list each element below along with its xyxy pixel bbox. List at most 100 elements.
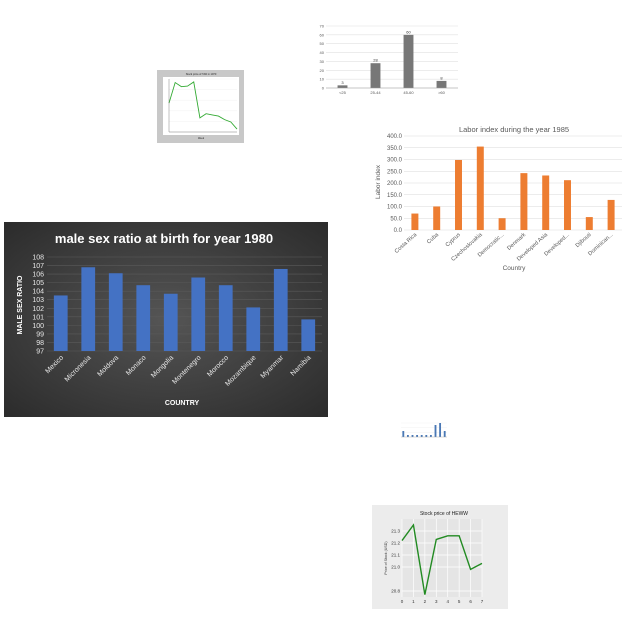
bar <box>246 307 261 351</box>
tiny-bar-chart <box>397 419 449 447</box>
x-tick-label: 7 <box>481 599 484 604</box>
plot-background <box>402 519 482 597</box>
bar <box>402 431 405 437</box>
y-axis-label: Labor index <box>375 164 382 199</box>
y-tick-label: 100 <box>32 323 44 330</box>
x-tick-label: 0 <box>401 599 404 604</box>
y-tick-label: 21.0 <box>391 565 400 570</box>
x-tick-label: 4 <box>446 599 449 604</box>
y-tick-label: 0 <box>322 86 325 91</box>
x-tick-label: 1 <box>412 599 415 604</box>
x-tick-label: 2 <box>424 599 427 604</box>
x-tick-label: Morocco <box>206 354 230 378</box>
data-label: 8 <box>440 75 443 80</box>
x-axis-label: Country <box>503 265 527 272</box>
x-axis-label: Week <box>198 137 205 140</box>
y-tick-label: 70 <box>320 24 325 29</box>
bar <box>411 213 419 230</box>
bar <box>411 435 414 437</box>
chart-title: male sex ratio at birth for year 1980 <box>55 231 273 246</box>
bar <box>136 285 151 351</box>
x-tick-label: Micronesia <box>64 354 93 383</box>
y-tick-label: 21.1 <box>391 553 400 558</box>
bar <box>429 435 432 437</box>
chart-title: Labor index during the year 1985 <box>459 125 569 134</box>
series-line <box>168 81 238 130</box>
x-tick-label: <25 <box>339 90 347 95</box>
y-tick-label: 21.2 <box>391 541 400 546</box>
male-sex-ratio-bar-chart-svg: male sex ratio at birth for year 1980 97 9… <box>17 231 322 407</box>
y-tick-label: 97 <box>36 349 44 356</box>
x-tick-label: 3 <box>435 599 438 604</box>
bar <box>416 435 419 437</box>
x-tick-label: Denmark <box>506 232 527 252</box>
y-tick-label: 40 <box>320 50 325 55</box>
bar <box>564 180 571 230</box>
bar <box>337 85 348 88</box>
x-axis-label: COUNTRY <box>165 400 200 407</box>
x-tick-label: 6 <box>469 599 472 604</box>
x-tick-label: Myanmar <box>260 354 286 380</box>
bar <box>498 218 506 230</box>
y-tick-label: 103 <box>32 297 44 304</box>
age-group-bar-chart: 0 10 20 30 40 50 60 70 3 <25 28 25-44 60 45-60 8 >60 <box>312 22 464 100</box>
x-tick-label: >60 <box>438 90 446 95</box>
y-tick-label: 30 <box>320 59 325 64</box>
y-tick-label: 101 <box>32 314 44 321</box>
y-tick-label: 108 <box>32 255 44 262</box>
bar <box>273 268 288 351</box>
bar <box>476 146 484 230</box>
stock-small-line-chart-svg: Stock price of TAD in 1970 Week <box>163 72 239 140</box>
y-tick-label: 20.8 <box>391 589 400 594</box>
labor-index-bar-chart-svg: Labor index during the year 1985 0.0 50.0 1… <box>375 125 622 272</box>
bar <box>108 273 123 351</box>
y-axis-label: Price of Stock (USD) <box>384 541 388 574</box>
bar <box>191 277 206 351</box>
y-tick-label: 250.0 <box>387 169 403 175</box>
bar <box>425 435 428 437</box>
y-tick-label: 21.3 <box>391 529 400 534</box>
age-group-bar-chart-svg: 0 10 20 30 40 50 60 70 3 <25 28 25-44 60 45-60 8 >60 <box>320 24 458 95</box>
bar <box>439 423 442 437</box>
y-tick-label: 60 <box>320 32 325 37</box>
bar <box>301 319 316 351</box>
x-tick-label: Monaco <box>125 354 148 377</box>
data-label: 28 <box>373 58 378 63</box>
series-line <box>401 523 483 595</box>
x-tick-label: 45-60 <box>403 90 414 95</box>
bar <box>81 267 96 351</box>
x-tick-label: 5 <box>458 599 461 604</box>
stock-heww-line-chart-svg: Stock price of HEWW 20.8 21.0 21.1 21.2 21.3 0… <box>384 511 484 604</box>
bar <box>443 431 446 437</box>
stock-heww-line-chart: Stock price of HEWW 20.8 21.0 21.1 21.2 21.3 0… <box>372 505 508 609</box>
bar <box>370 63 381 88</box>
y-tick-label: 107 <box>32 263 44 270</box>
y-tick-label: 150.0 <box>387 193 403 199</box>
bar <box>434 425 437 437</box>
bar <box>455 159 462 230</box>
bar <box>585 217 593 230</box>
y-tick-label: 10 <box>320 77 325 82</box>
chart-title: Stock price of HEWW <box>420 511 468 517</box>
male-sex-ratio-bar-chart: male sex ratio at birth for year 1980 97 9… <box>4 222 328 417</box>
x-tick-label: Mexico <box>45 354 66 375</box>
y-axis-label: MALE SEX RATIO <box>17 275 24 335</box>
x-tick-label: Montenegro <box>171 354 202 385</box>
y-tick-label: 98 <box>36 340 44 347</box>
y-tick-label: 400.0 <box>387 134 403 140</box>
y-tick-label: 99 <box>36 331 44 338</box>
y-tick-label: 106 <box>32 272 44 279</box>
bar <box>420 435 423 437</box>
bar <box>403 34 414 88</box>
chart-title: Stock price of TAD in 1970 <box>186 72 217 76</box>
plot-background <box>163 77 239 135</box>
bar <box>53 295 68 351</box>
tiny-bar-chart-svg <box>401 422 447 438</box>
y-tick-label: 105 <box>32 280 44 287</box>
y-tick-label: 104 <box>32 289 44 296</box>
x-tick-label: Namibia <box>290 354 313 377</box>
x-tick-label: Cuba <box>426 231 441 245</box>
x-tick-label: Djibouti <box>575 232 593 249</box>
bar <box>163 293 178 351</box>
y-tick-label: 50.0 <box>390 216 402 222</box>
